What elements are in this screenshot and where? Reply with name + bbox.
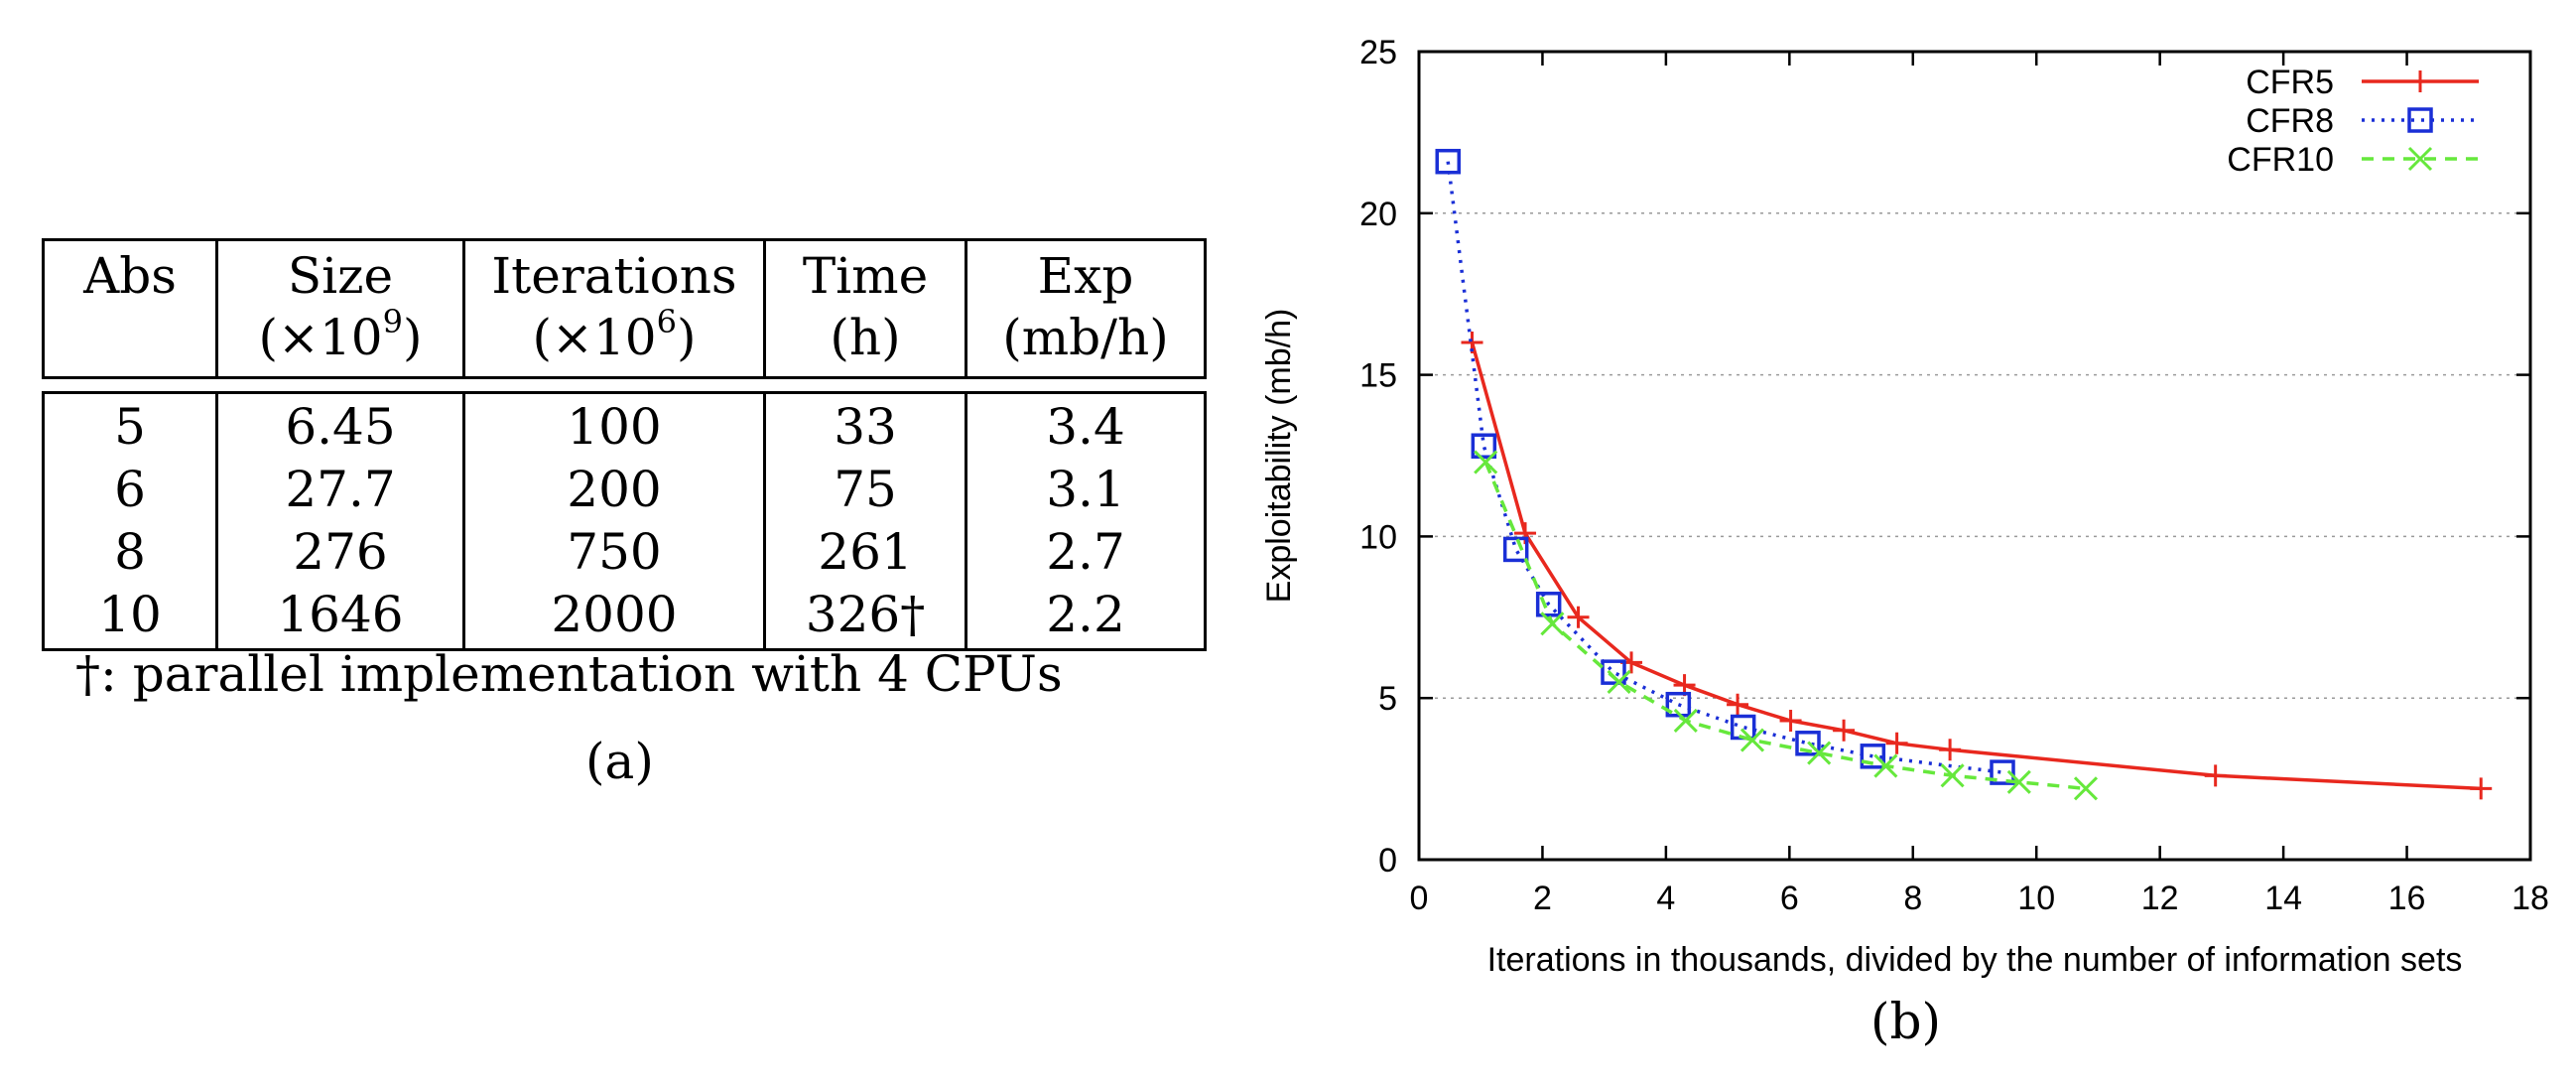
point-marker (1739, 728, 1765, 752)
results-table: Abs Size (×109) Iterations (×106) Time (… (42, 238, 1207, 651)
cell-time: 261 (763, 521, 967, 584)
chart-ticks: 0 5 10 15 20 25 0 2 4 6 8 10 12 14 16 18 (1359, 34, 2549, 917)
cell-abs: 5 (42, 391, 218, 459)
point-marker (2407, 146, 2433, 172)
legend-label: CFR10 (2227, 141, 2334, 179)
x-tick-label: 4 (1656, 880, 1675, 917)
point-marker (1601, 659, 1626, 685)
point-marker (2407, 107, 2433, 133)
cell-iterations: 200 (462, 459, 766, 521)
legend-label: CFR5 (2246, 64, 2334, 101)
point-marker (1730, 714, 1756, 741)
x-tick-label: 6 (1780, 880, 1799, 917)
plot-frame (1417, 50, 2532, 862)
cell-iterations: 750 (462, 521, 766, 584)
x-axis-label: Iterations in thousands, divided by the … (1487, 941, 2463, 979)
cell-iterations: 100 (462, 391, 766, 459)
series-line (1446, 161, 2003, 774)
point-marker (2073, 776, 2099, 801)
point-marker (1795, 731, 1821, 756)
point-marker (2006, 769, 2031, 794)
point-marker (1833, 719, 1856, 742)
series-line (1483, 461, 2087, 791)
table-row: 10 1646 2000 326† 2.2 (42, 584, 1207, 651)
cell-exp: 3.1 (965, 459, 1207, 521)
x-tick-label: 14 (2264, 880, 2302, 917)
point-marker (1435, 148, 1461, 175)
series-cfr5 (1461, 332, 2493, 800)
point-marker (1940, 763, 1965, 788)
caption-a: (a) (585, 733, 654, 790)
cell-size: 1646 (215, 584, 465, 651)
header-size: Size (×109) (215, 238, 465, 379)
series-line (1470, 341, 2482, 791)
y-tick-label: 15 (1359, 357, 1397, 395)
panel-a: Abs Size (×109) Iterations (×106) Time (… (0, 0, 1221, 1086)
cell-size: 6.45 (215, 391, 465, 459)
point-marker (1939, 739, 1962, 761)
cell-time: 75 (763, 459, 967, 521)
point-marker (1474, 450, 1498, 475)
chart-series (1435, 148, 2493, 801)
x-tick-label: 2 (1533, 880, 1552, 917)
y-tick-label: 0 (1378, 842, 1397, 880)
table-header-row: Abs Size (×109) Iterations (×106) Time (… (42, 238, 1207, 379)
point-marker (1727, 693, 1749, 716)
table-footnote: †: parallel implementation with 4 CPUs (75, 645, 1063, 703)
y-tick-label: 20 (1359, 196, 1397, 233)
cell-abs: 6 (42, 459, 218, 521)
point-marker (1885, 732, 1908, 754)
y-axis-label: Exploitability (mb/h) (1260, 309, 1298, 604)
cell-size: 276 (215, 521, 465, 584)
y-tick-label: 10 (1359, 518, 1397, 556)
cell-time: 326† (763, 584, 967, 651)
point-marker (1860, 744, 1886, 769)
point-marker (1607, 669, 1631, 694)
y-tick-label: 5 (1378, 680, 1397, 718)
point-marker (1873, 753, 1898, 778)
x-tick-label: 0 (1410, 880, 1429, 917)
point-marker (1502, 536, 1529, 563)
series-cfr8 (1435, 148, 2015, 785)
cell-exp: 3.4 (965, 391, 1207, 459)
cell-exp: 2.2 (965, 584, 1207, 651)
point-marker (1990, 759, 2015, 785)
cell-abs: 10 (42, 584, 218, 651)
cell-exp: 2.7 (965, 521, 1207, 584)
x-tick-label: 12 (2141, 880, 2179, 917)
point-marker (1673, 708, 1698, 734)
x-tick-label: 18 (2512, 880, 2549, 917)
point-marker (2470, 777, 2493, 800)
point-marker (1665, 691, 1692, 718)
point-marker (1807, 741, 1832, 765)
header-time: Time (h) (763, 238, 967, 379)
x-tick-label: 16 (2388, 880, 2426, 917)
header-abs: Abs (42, 238, 218, 379)
table-row: 6 27.7 200 75 3.1 (42, 459, 1207, 521)
cell-time: 33 (763, 391, 967, 459)
table-row: 8 276 750 261 2.7 (42, 521, 1207, 584)
exploitability-chart: 0 5 10 15 20 25 0 2 4 6 8 10 12 14 16 18 Exploitability… (1260, 34, 2549, 979)
chart-grid (1419, 212, 2530, 699)
series-cfr10 (1474, 450, 2099, 801)
caption-b: (b) (1870, 993, 1942, 1050)
header-exp: Exp (mb/h) (965, 238, 1207, 379)
point-marker (1779, 709, 1802, 732)
y-tick-label: 25 (1359, 34, 1397, 71)
cell-size: 27.7 (215, 459, 465, 521)
point-marker (2204, 764, 2227, 787)
cell-abs: 8 (42, 521, 218, 584)
x-tick-label: 8 (1903, 880, 1922, 917)
table-row: 5 6.45 100 33 3.4 (42, 391, 1207, 459)
point-marker (1471, 433, 1497, 459)
header-iterations: Iterations (×106) (462, 238, 766, 379)
point-marker (1567, 606, 1590, 628)
point-marker (2409, 70, 2431, 92)
legend-label: CFR8 (2246, 102, 2334, 140)
point-marker (1535, 592, 1562, 617)
point-marker (1540, 611, 1565, 636)
cell-iterations: 2000 (462, 584, 766, 651)
x-tick-label: 10 (2017, 880, 2055, 917)
